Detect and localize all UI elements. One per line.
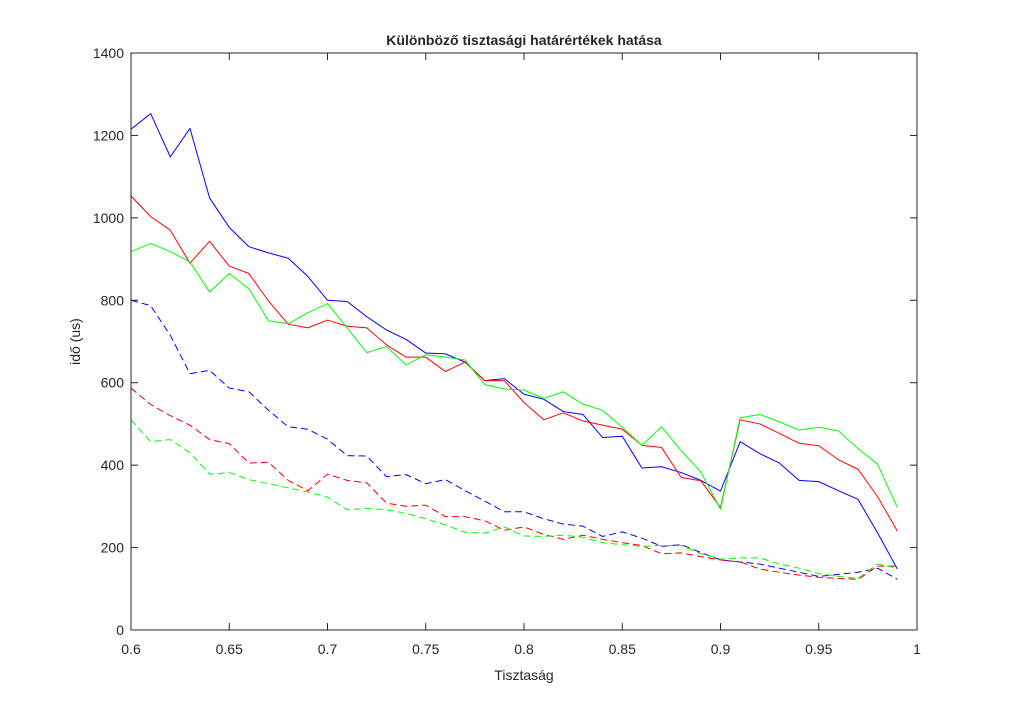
series-layer	[130, 113, 898, 580]
y-tick-label: 0	[116, 622, 124, 638]
plot-area	[131, 53, 917, 630]
x-axis-label: Tisztaság	[494, 667, 553, 683]
x-tick-label: 0.85	[609, 641, 636, 657]
y-axis-label: idő (us)	[67, 318, 83, 365]
y-tick-label: 1200	[93, 127, 124, 143]
y-tick-label: 1400	[93, 45, 124, 61]
x-tick-label: 0.95	[805, 641, 832, 657]
series-line-6	[130, 419, 898, 579]
y-tick-label: 200	[101, 540, 125, 556]
y-tick-label: 1000	[93, 210, 124, 226]
x-tick-label: 0.7	[318, 641, 338, 657]
y-tick-label: 800	[101, 292, 125, 308]
x-tick-label: 1	[913, 641, 921, 657]
x-tick-label: 0.6	[121, 641, 141, 657]
x-tick-label: 0.65	[216, 641, 243, 657]
x-tick-label: 0.9	[711, 641, 731, 657]
chart-title: Különböző tisztasági határértékek hatása	[386, 32, 662, 48]
x-tick-label: 0.75	[412, 641, 439, 657]
x-tick-label: 0.8	[514, 641, 534, 657]
series-line-1	[130, 113, 898, 570]
y-tick-label: 400	[101, 457, 125, 473]
series-line-4	[130, 299, 898, 580]
axes-background	[131, 53, 917, 630]
series-line-3	[130, 242, 898, 510]
series-line-2	[130, 195, 898, 532]
x-axis: 0.6 0.65 0.7 0.75 0.8 0.85 0.9 0.95 1	[121, 53, 921, 657]
y-tick-label: 600	[101, 375, 125, 391]
y-axis: 0 200 400 600 800 1000 1200 1400	[93, 45, 917, 638]
